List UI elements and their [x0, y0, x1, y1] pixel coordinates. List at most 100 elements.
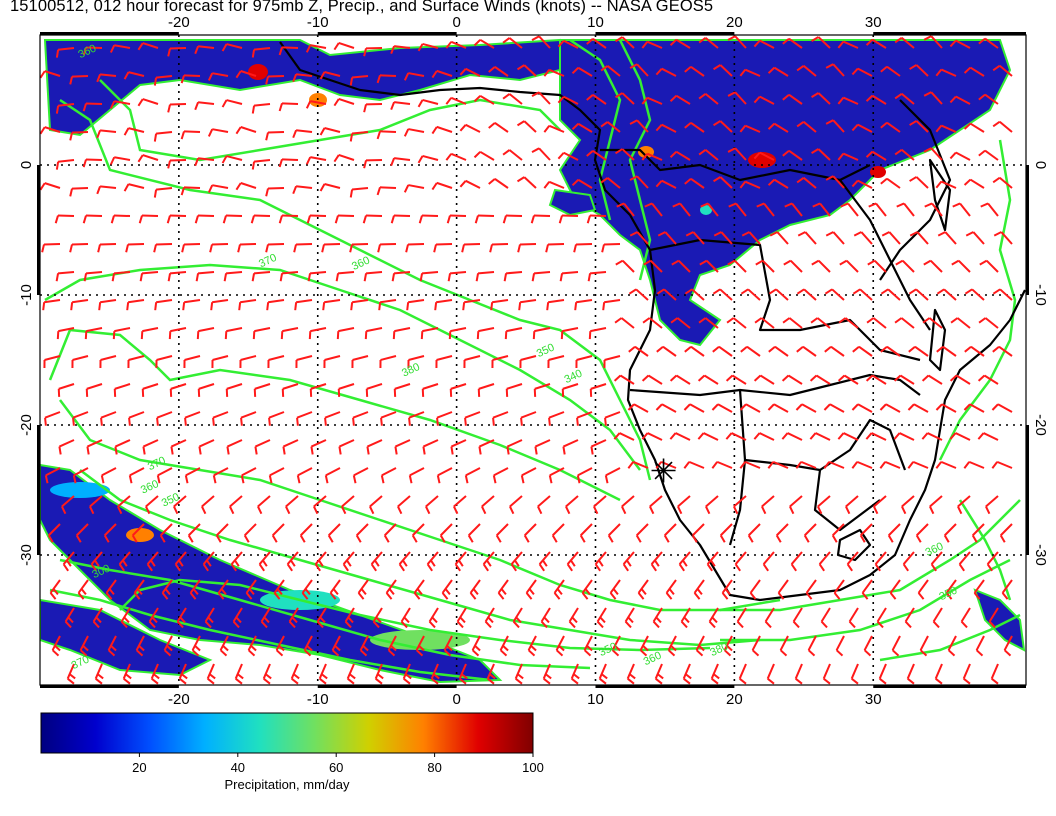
wind-barb	[109, 156, 131, 165]
wind-barb	[820, 607, 831, 629]
wind-barb	[336, 327, 355, 340]
wind-barb	[851, 123, 873, 133]
wind-barb	[366, 439, 383, 455]
wind-barb	[447, 271, 467, 282]
wind-barb	[111, 271, 131, 282]
wind-barb	[286, 551, 299, 572]
wind-barb	[543, 68, 565, 77]
lon-tick-label-top: 30	[865, 14, 882, 31]
contour-line	[48, 328, 621, 502]
wind-barb	[678, 551, 691, 572]
wind-barb	[408, 411, 425, 426]
wind-barb	[516, 120, 537, 133]
wind-barb	[169, 383, 187, 397]
wind-barb	[393, 383, 411, 397]
wind-barb	[196, 327, 215, 340]
wind-barb	[865, 374, 887, 385]
lon-tick-label-top: 10	[587, 14, 604, 31]
wind-barb	[305, 100, 327, 109]
wind-barb	[698, 149, 719, 161]
wind-barb	[532, 327, 551, 340]
wind-barb	[951, 259, 971, 273]
wind-barb	[753, 432, 775, 441]
wind-barb	[973, 579, 985, 600]
wind-barb	[170, 439, 187, 455]
wind-barb	[113, 383, 131, 397]
wind-barb	[568, 607, 579, 629]
wind-barb	[796, 288, 817, 301]
wind-barb	[963, 66, 985, 77]
wind-barb	[992, 288, 1013, 301]
wind-barb	[251, 159, 271, 170]
wind-barb	[464, 467, 481, 484]
wind-barb	[459, 179, 481, 189]
wind-barb	[122, 663, 132, 685]
wind-barb	[782, 149, 803, 161]
wind-barb	[990, 663, 999, 685]
wind-barb	[96, 129, 117, 139]
wind-barb	[150, 663, 160, 685]
wind-barb	[562, 439, 579, 455]
wind-barb	[180, 186, 201, 196]
wind-barb	[603, 355, 621, 369]
wind-barb	[82, 102, 103, 112]
wind-barb	[369, 495, 383, 515]
country-border	[879, 99, 952, 281]
wind-barb	[390, 45, 411, 54]
wind-barb	[767, 460, 789, 469]
wind-barb	[571, 122, 593, 133]
wind-barb	[644, 202, 663, 217]
wind-barb	[103, 523, 117, 543]
wind-barb	[42, 299, 61, 311]
wind-barb	[278, 214, 299, 224]
frame-strip	[40, 32, 179, 35]
wind-barb	[650, 551, 663, 572]
wind-barb	[273, 579, 285, 600]
wind-barb	[518, 299, 537, 311]
wind-barb	[698, 37, 719, 49]
wind-barb	[109, 100, 131, 109]
wind-barb	[55, 159, 75, 170]
wind-barb	[551, 523, 565, 543]
wind-barb	[232, 607, 243, 629]
wind-barb	[370, 551, 383, 572]
wind-barb	[596, 607, 607, 629]
wind-barb	[733, 495, 747, 515]
wind-barb	[753, 374, 775, 385]
country-border	[839, 179, 931, 331]
wind-barb	[403, 128, 425, 137]
precip-area-cluster-west	[40, 598, 213, 677]
wind-barb	[923, 259, 943, 273]
wind-barb	[509, 495, 523, 515]
wind-barb	[557, 95, 579, 105]
wind-barb	[245, 579, 257, 600]
wind-barb	[810, 317, 831, 329]
wind-barb	[853, 231, 873, 245]
wind-barb	[683, 403, 705, 413]
wind-barb	[324, 467, 341, 484]
wind-barb	[677, 495, 691, 515]
wind-barb	[738, 663, 747, 685]
wind-barb	[251, 47, 271, 58]
wind-barb	[570, 663, 580, 685]
wind-barb	[251, 271, 271, 282]
wind-barb	[601, 243, 621, 253]
wind-barb	[506, 439, 523, 455]
wind-barb	[221, 43, 243, 52]
wind-barb	[614, 317, 635, 329]
wind-barb	[163, 635, 173, 657]
wind-barb	[600, 177, 621, 189]
wind-barb	[805, 579, 817, 600]
wind-barb	[363, 271, 383, 282]
wind-barb	[294, 299, 313, 311]
wind-barb	[904, 607, 915, 629]
wind-barb	[736, 607, 747, 629]
wind-barb	[221, 99, 243, 108]
wind-barb	[964, 288, 985, 301]
wind-barb	[383, 523, 397, 543]
wind-barb	[499, 635, 509, 657]
wind-barb	[318, 663, 328, 685]
contour-line	[59, 399, 781, 612]
wind-barb	[727, 147, 747, 161]
wind-barb	[823, 460, 845, 469]
